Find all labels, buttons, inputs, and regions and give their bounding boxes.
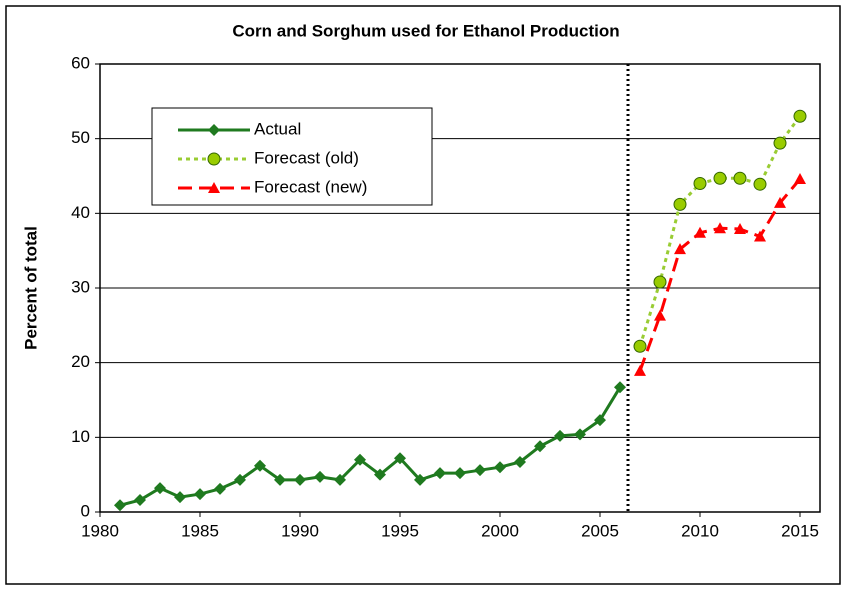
marker	[154, 482, 166, 495]
marker	[574, 428, 586, 441]
marker	[294, 473, 306, 486]
marker	[793, 109, 807, 123]
marker	[713, 171, 727, 185]
marker	[174, 491, 186, 504]
marker	[693, 176, 707, 190]
marker	[334, 473, 346, 486]
marker	[514, 455, 526, 468]
x-tick-label: 1995	[381, 521, 419, 540]
marker	[474, 464, 486, 477]
marker	[633, 339, 647, 353]
legend-label: Actual	[254, 119, 301, 138]
y-tick-label: 20	[71, 352, 90, 371]
marker	[194, 488, 206, 501]
marker	[214, 482, 226, 495]
legend-box	[151, 107, 433, 206]
y-tick-label: 0	[81, 501, 90, 520]
x-tick-label: 2005	[581, 521, 619, 540]
marker	[534, 440, 546, 453]
marker	[653, 275, 667, 289]
marker	[394, 452, 406, 465]
x-tick-label: 2000	[481, 521, 519, 540]
plot-border	[99, 63, 821, 513]
marker	[734, 223, 746, 235]
marker	[774, 196, 786, 208]
y-tick-label: 10	[71, 427, 90, 446]
legend-marker	[208, 124, 220, 136]
marker	[414, 473, 426, 486]
marker	[554, 429, 566, 442]
marker	[254, 459, 266, 472]
y-tick-label: 40	[71, 203, 90, 222]
marker	[674, 243, 686, 255]
marker	[754, 230, 766, 242]
marker	[454, 467, 466, 480]
marker	[773, 136, 787, 150]
legend-marker	[207, 152, 221, 166]
marker	[733, 171, 747, 185]
marker	[434, 467, 446, 480]
marker	[694, 226, 706, 238]
x-tick-label: 2010	[681, 521, 719, 540]
marker	[654, 309, 666, 321]
x-tick-label: 2015	[781, 521, 819, 540]
marker	[134, 494, 146, 507]
y-tick-label: 50	[71, 128, 90, 147]
marker	[314, 470, 326, 483]
marker	[673, 197, 687, 211]
marker	[594, 414, 606, 427]
legend-label: Forecast (old)	[254, 148, 359, 167]
marker	[354, 453, 366, 466]
y-tick-label: 30	[71, 277, 90, 296]
x-tick-label: 1980	[81, 521, 119, 540]
legend-marker	[208, 182, 220, 193]
marker	[614, 381, 626, 394]
marker	[753, 177, 767, 191]
chart-title: Corn and Sorghum used for Ethanol Produc…	[232, 21, 619, 40]
marker	[714, 222, 726, 234]
y-axis-label: Percent of total	[21, 226, 40, 350]
marker	[374, 468, 386, 481]
marker	[234, 473, 246, 486]
marker	[494, 461, 506, 474]
legend-label: Forecast (new)	[254, 177, 367, 196]
marker	[634, 364, 646, 376]
marker	[114, 499, 126, 512]
x-tick-label: 1985	[181, 521, 219, 540]
x-tick-label: 1990	[281, 521, 319, 540]
marker	[274, 473, 286, 486]
marker	[794, 172, 806, 184]
y-tick-label: 60	[71, 53, 90, 72]
